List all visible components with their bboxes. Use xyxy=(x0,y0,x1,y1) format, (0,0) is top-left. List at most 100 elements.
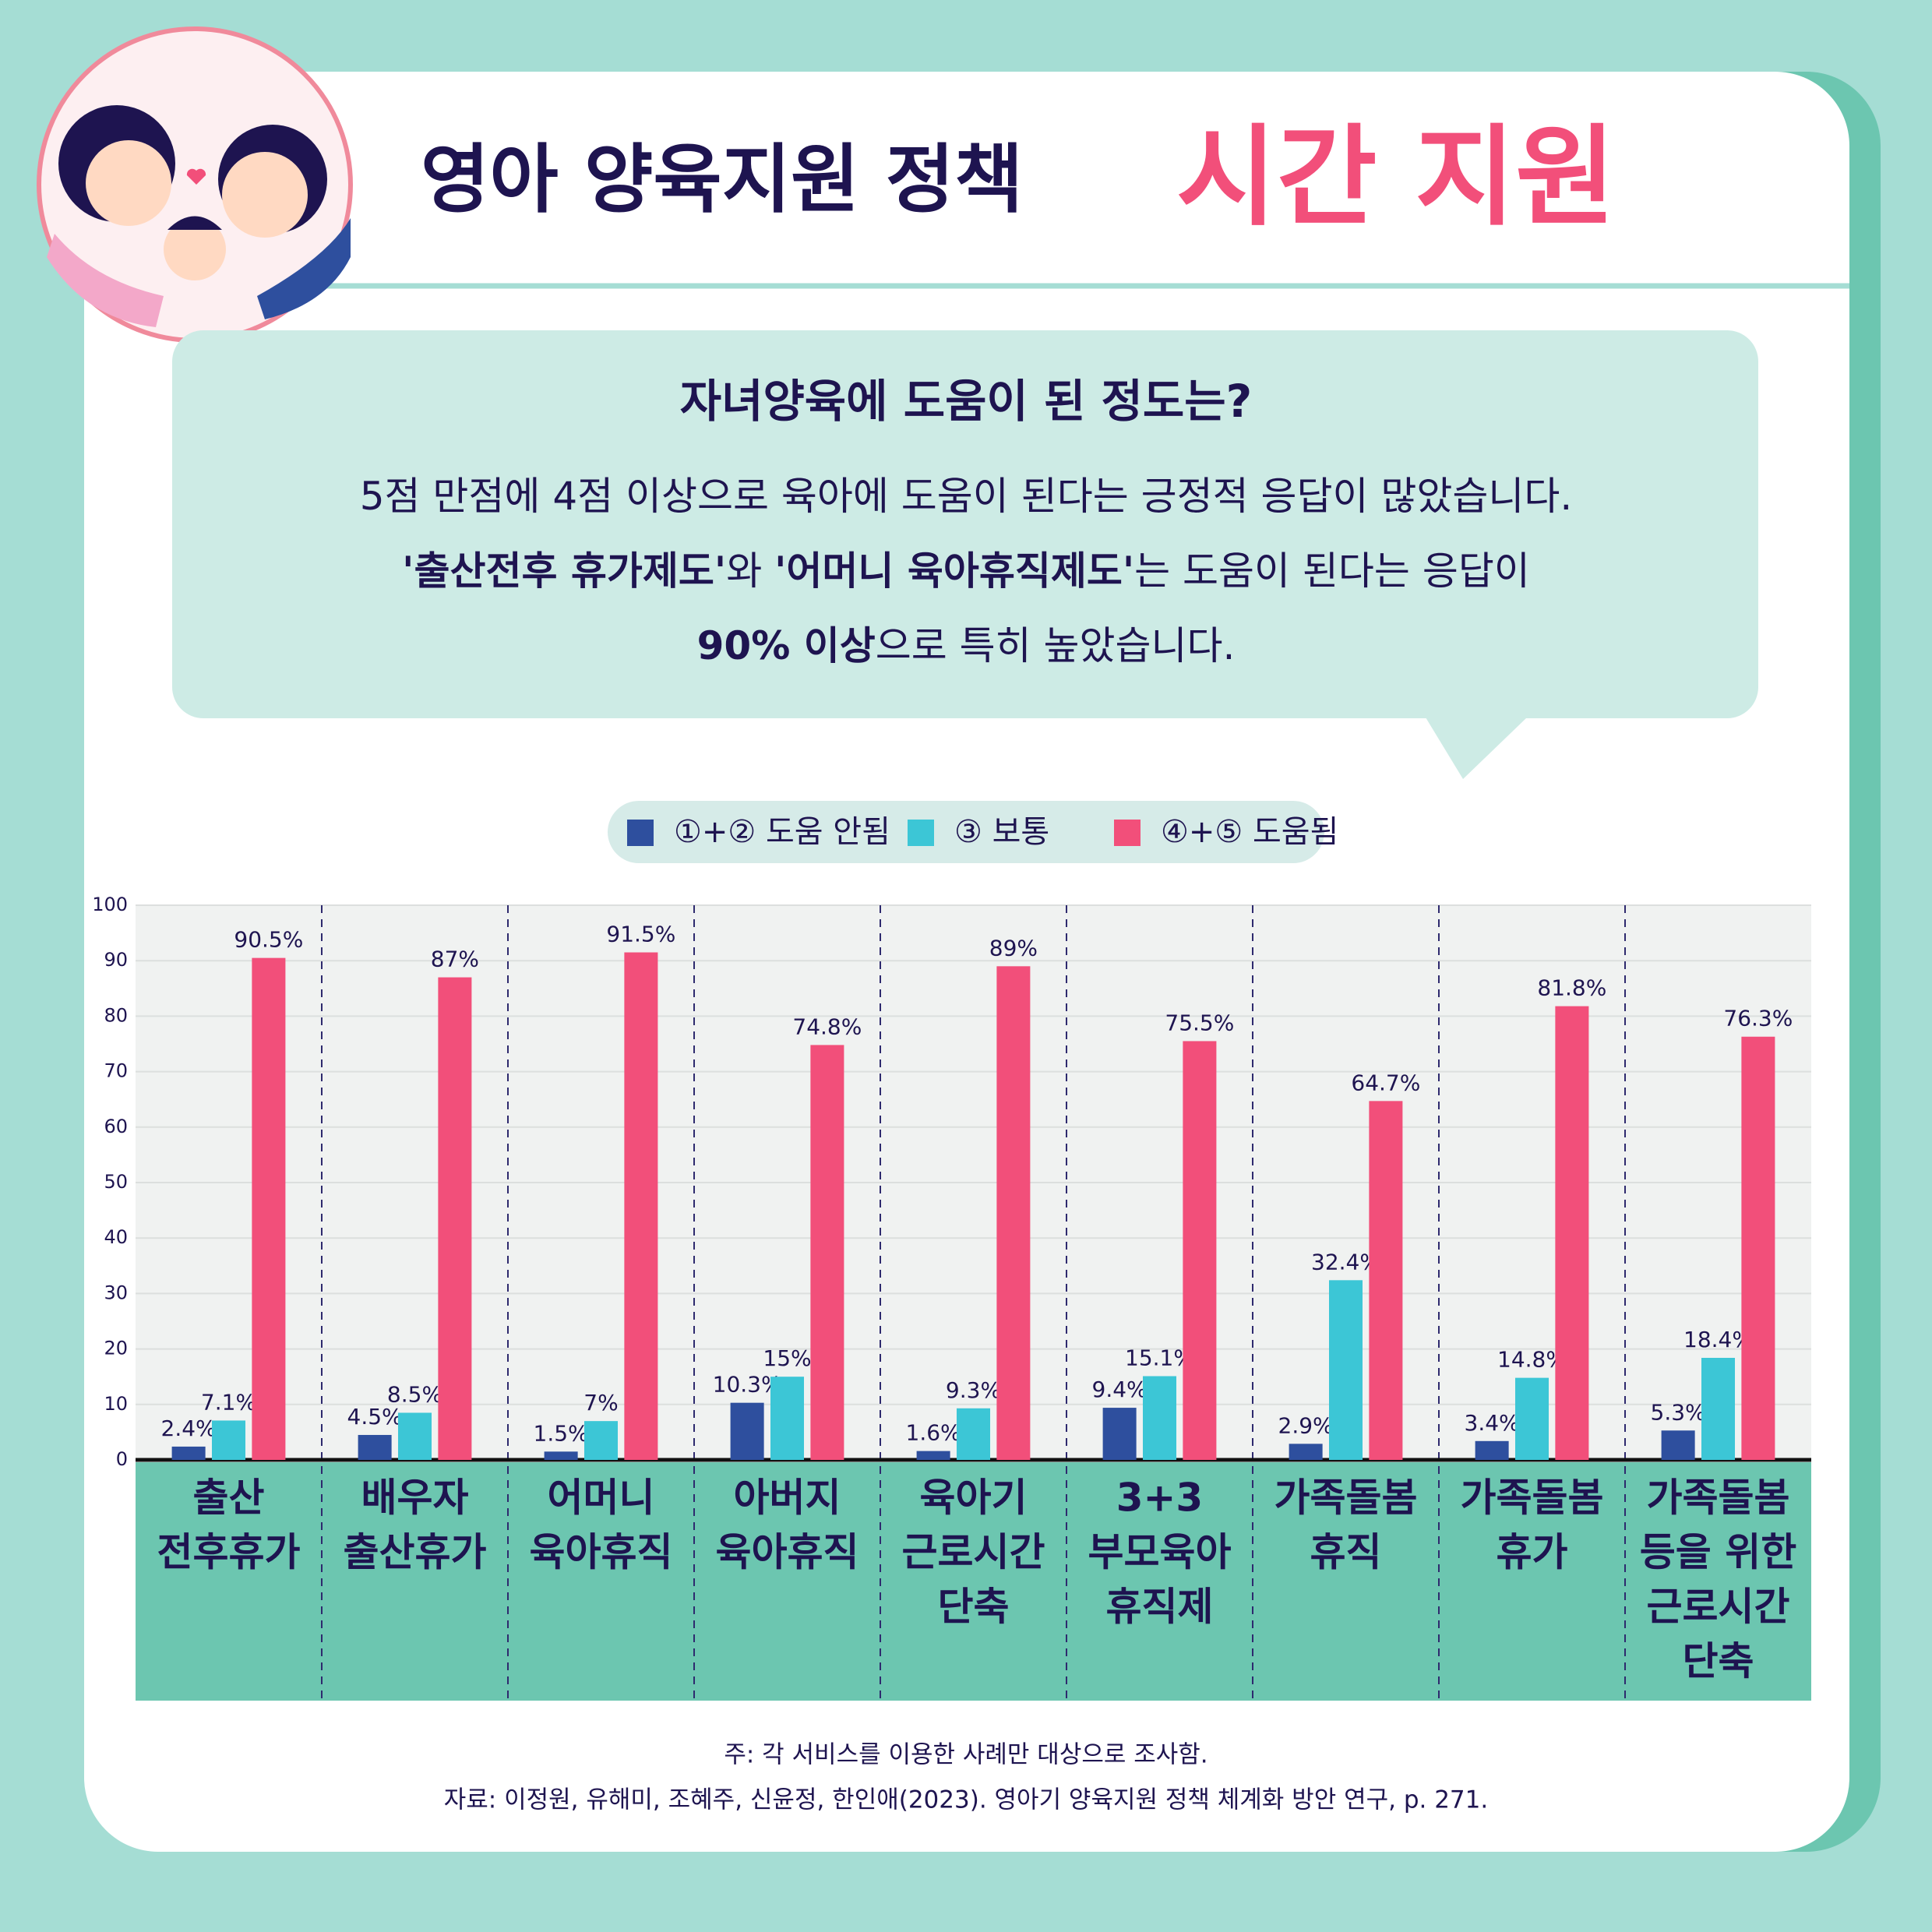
category-band xyxy=(136,1462,1811,1701)
data-label: 91.5% xyxy=(606,922,675,947)
bar xyxy=(1661,1430,1695,1460)
legend-label: ③ 보통 xyxy=(954,814,1049,850)
callout-title: 자녀양육에 도움이 된 정도는? xyxy=(680,375,1253,428)
data-label: 9.4% xyxy=(1092,1377,1148,1402)
bar xyxy=(730,1402,764,1460)
bar xyxy=(544,1451,578,1460)
data-label: 3.4% xyxy=(1465,1410,1520,1436)
x-tick-label: 휴직제 xyxy=(1106,1585,1214,1630)
bar xyxy=(358,1434,392,1460)
data-label: 4.5% xyxy=(347,1404,403,1430)
bar xyxy=(770,1377,805,1460)
x-tick-label: 가족돌봄 xyxy=(1274,1475,1418,1521)
data-label: 7.1% xyxy=(201,1389,256,1415)
data-label: 5.3% xyxy=(1651,1399,1706,1425)
x-tick-label: 육아기 xyxy=(920,1475,1028,1521)
data-label: 81.8% xyxy=(1537,975,1606,1001)
data-label: 76.3% xyxy=(1723,1006,1793,1031)
bar xyxy=(996,966,1031,1460)
y-tick-label: 60 xyxy=(104,1116,128,1137)
data-label: 1.6% xyxy=(906,1420,961,1446)
legend-label: ①+② 도움 안됨 xyxy=(674,814,890,850)
legend-box xyxy=(608,801,1324,863)
note: 주: 각 서비스를 이용한 사례만 대상으로 조사함. xyxy=(724,1741,1208,1769)
callout-emphasis: 90% 이상 xyxy=(697,623,876,668)
data-label: 10.3% xyxy=(713,1372,782,1398)
callout-text: 5점 만점에 4점 이상으로 육아에 도움이 된다는 긍정적 응답이 많았습니다… xyxy=(360,474,1573,668)
x-tick-label: 단축 xyxy=(1683,1639,1754,1684)
y-tick-label: 20 xyxy=(104,1338,128,1359)
x-tick-label: 휴가 xyxy=(1497,1530,1568,1575)
callout-segment: 5점 만점에 4점 이상으로 육아에 도움이 된다는 긍정적 응답이 많았습니다… xyxy=(360,474,1573,519)
legend-label: ④+⑤ 도움됨 xyxy=(1161,814,1338,850)
bar xyxy=(583,1421,619,1460)
legend: ①+② 도움 안됨 ③ 보통 ④+⑤ 도움됨 xyxy=(627,814,1338,850)
x-tick-label: 가족돌봄 xyxy=(1461,1475,1604,1521)
x-tick-label: 배우자 xyxy=(361,1475,469,1521)
callout-emphasis: '출산전후 휴가제도' xyxy=(402,548,726,594)
bar xyxy=(438,977,472,1460)
header-highlight: 시간 지원 xyxy=(1176,115,1616,242)
data-label: 1.5% xyxy=(534,1420,589,1446)
data-label: 18.4% xyxy=(1683,1327,1753,1352)
x-tick-label: 전후휴가 xyxy=(157,1530,301,1575)
data-label: 64.7% xyxy=(1351,1070,1420,1095)
source: 자료: 이정원, 유해미, 조혜주, 신윤정, 한인애(2023). 영아기 양… xyxy=(444,1786,1488,1814)
y-tick-label: 10 xyxy=(104,1393,128,1415)
y-tick-label: 100 xyxy=(92,894,128,915)
y-tick-label: 50 xyxy=(104,1171,128,1193)
bar xyxy=(1701,1357,1736,1460)
bar xyxy=(1475,1440,1509,1460)
y-tick-label: 70 xyxy=(104,1060,128,1082)
bar xyxy=(1328,1280,1363,1460)
y-tick-label: 0 xyxy=(116,1448,128,1470)
y-tick-label: 30 xyxy=(104,1282,128,1303)
callout-box xyxy=(172,330,1758,718)
x-tick-label: 출산휴가 xyxy=(344,1530,487,1575)
x-tick-label: 육아휴직 xyxy=(716,1530,859,1575)
data-label: 74.8% xyxy=(792,1014,862,1039)
legend-swatch xyxy=(1114,820,1141,846)
x-tick-label: 어머니 xyxy=(548,1475,655,1521)
bar xyxy=(956,1408,991,1460)
data-label: 75.5% xyxy=(1165,1010,1234,1035)
callout-segment: 으로 특히 높았습니다. xyxy=(876,623,1236,668)
x-tick-label: 등을 위한 xyxy=(1640,1530,1796,1575)
bar xyxy=(810,1045,844,1460)
x-tick-label: 출산 xyxy=(193,1475,265,1521)
callout-line: 5점 만점에 4점 이상으로 육아에 도움이 된다는 긍정적 응답이 많았습니다… xyxy=(360,474,1573,519)
y-tick-label: 80 xyxy=(104,1004,128,1026)
bar xyxy=(1289,1444,1323,1460)
x-tick-label: 가족돌봄 xyxy=(1647,1475,1790,1521)
x-tick-label: 휴직 xyxy=(1310,1530,1382,1575)
bar xyxy=(624,952,658,1460)
data-label: 15% xyxy=(763,1345,811,1371)
callout-line: 90% 이상으로 특히 높았습니다. xyxy=(697,623,1236,668)
bar xyxy=(916,1451,950,1460)
bar xyxy=(1555,1006,1589,1460)
data-label: 9.3% xyxy=(946,1377,1001,1403)
x-tick-label: 아버지 xyxy=(734,1475,841,1521)
x-tick-label: 3+3 xyxy=(1116,1475,1203,1521)
bar xyxy=(171,1446,206,1460)
bar xyxy=(397,1412,432,1460)
callout-segment: 는 도움이 된다는 응답이 xyxy=(1134,548,1530,594)
callout-line: '출산전후 휴가제도'와 '어머니 육아휴직제도'는 도움이 된다는 응답이 xyxy=(402,548,1530,594)
callout-segment: 와 xyxy=(726,548,774,594)
legend-swatch xyxy=(627,820,654,846)
bar xyxy=(1741,1036,1775,1460)
y-tick-label: 90 xyxy=(104,949,128,971)
legend-swatch xyxy=(908,820,934,846)
illustration xyxy=(37,26,353,343)
bar xyxy=(1514,1377,1549,1460)
data-label: 15.1% xyxy=(1125,1345,1194,1370)
x-tick-label: 육아휴직 xyxy=(530,1530,673,1575)
bar xyxy=(211,1420,246,1460)
data-label: 2.4% xyxy=(161,1416,217,1441)
bar xyxy=(1183,1041,1217,1460)
x-tick-label: 단축 xyxy=(938,1585,1010,1630)
data-label: 90.5% xyxy=(234,927,303,953)
callout-emphasis: '어머니 육아휴직제도' xyxy=(774,548,1134,594)
y-tick-label: 40 xyxy=(104,1226,128,1248)
